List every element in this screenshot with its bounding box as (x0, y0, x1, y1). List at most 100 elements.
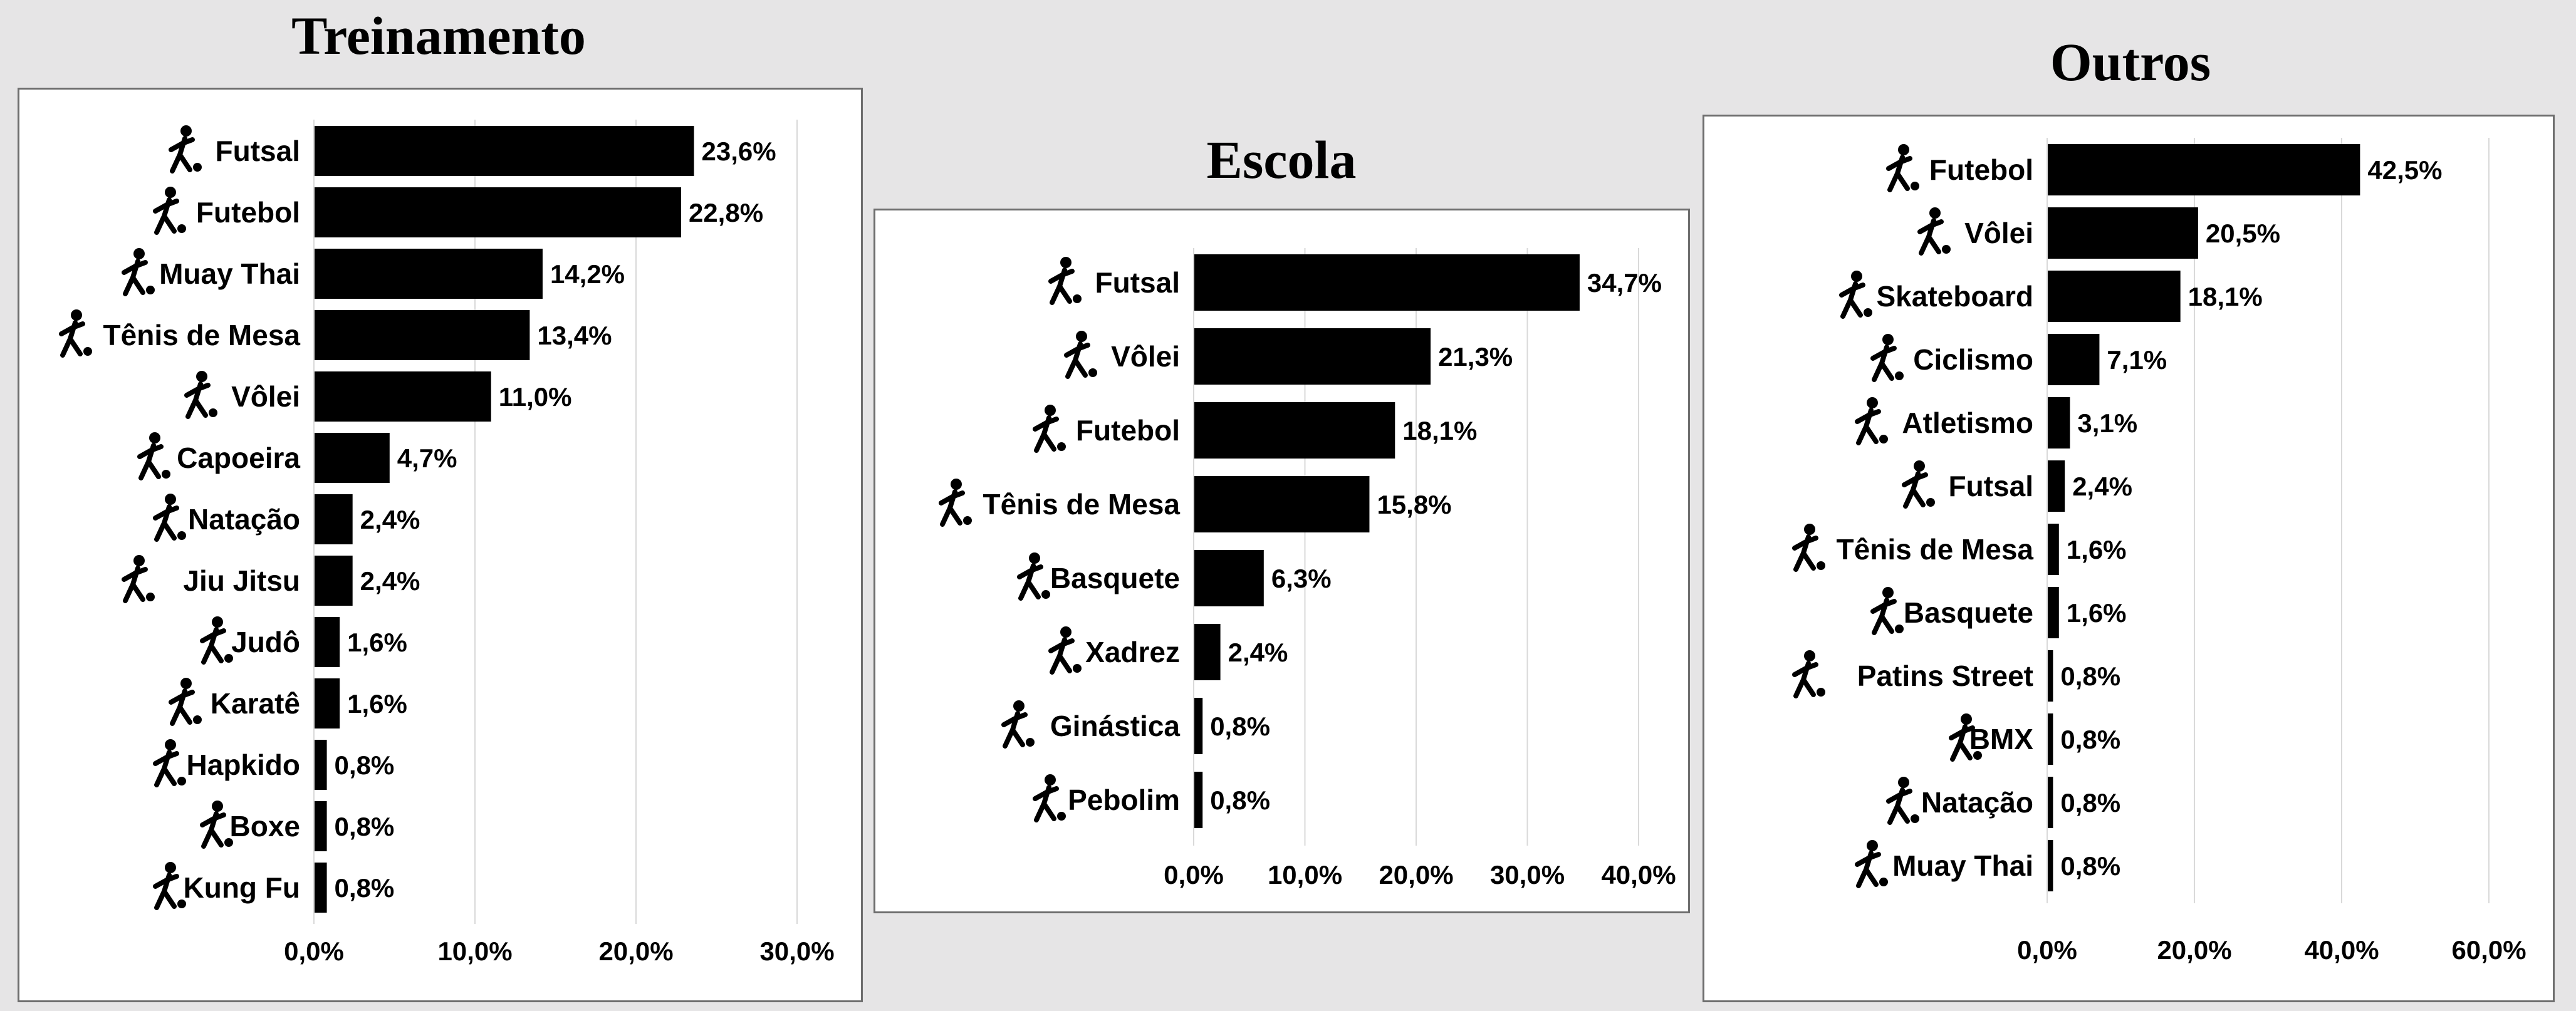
category-label: Vôlei (231, 380, 300, 413)
table-tennis-icon (939, 479, 972, 527)
bar-value-label: 1,6% (2067, 598, 2127, 628)
x-tick-label: 60,0% (2451, 935, 2526, 965)
bar-value-label: 2,4% (2072, 472, 2132, 501)
category-label: Ginástica (1050, 710, 1181, 742)
category-label: BMX (1969, 723, 2034, 755)
bar-value-label: 23,6% (702, 137, 776, 166)
x-tick-label: 0,0% (2017, 935, 2077, 965)
x-tick-label: 10,0% (1268, 860, 1342, 889)
bar-value-label: 7,1% (2107, 345, 2167, 375)
chart-title-treinamento: Treinamento (291, 6, 586, 66)
x-tick-label: 10,0% (437, 936, 512, 966)
table-tennis-icon (1792, 524, 1825, 572)
bar (1194, 624, 1221, 680)
category-label: Boxe (230, 810, 300, 842)
bar (314, 433, 390, 483)
bar-value-label: 22,8% (689, 198, 763, 227)
category-label: Capoeira (177, 442, 300, 474)
futsal-player-icon (169, 125, 202, 174)
bar (314, 556, 353, 606)
bar-value-label: 15,8% (1377, 490, 1451, 519)
inline-skater-icon (1792, 650, 1825, 698)
foosball-icon (1033, 774, 1066, 822)
bar (2047, 713, 2053, 765)
bar (314, 371, 491, 422)
bar (2047, 397, 2070, 448)
bar (314, 187, 681, 237)
category-label: Xadrez (1085, 636, 1180, 668)
bar-value-label: 0,8% (2060, 725, 2120, 754)
bar-value-label: 0,8% (1210, 785, 1270, 815)
bar (2047, 460, 2065, 512)
bar-value-label: 18,1% (1402, 416, 1477, 445)
bar (2047, 334, 2100, 385)
category-label: Tênis de Mesa (983, 488, 1181, 521)
kung-fu-icon (153, 862, 186, 910)
bmx-rider-icon (1949, 713, 1982, 762)
bar-value-label: 1,6% (347, 689, 407, 718)
muay-thai-kick-icon (1855, 840, 1888, 888)
table-tennis-icon (59, 309, 92, 358)
bar (2047, 587, 2059, 638)
bar (2047, 207, 2198, 259)
bar (314, 617, 340, 667)
category-label: Vôlei (1964, 217, 2033, 249)
chart-panel-treinamento: 23,6% Futsal 22,8% Futebol 14,2% Muay Thai 13,… (18, 88, 863, 1002)
cyclist-icon (1870, 334, 1904, 382)
chart-panel-outros: 42,5% Futebol 20,5% Vôlei 18,1% Skateboard 7,1… (1703, 115, 2555, 1002)
category-label: Tênis de Mesa (103, 319, 301, 351)
category-label: Futsal (216, 135, 300, 167)
x-tick-label: 40,0% (2304, 935, 2379, 965)
bar (314, 494, 353, 544)
futsal-player-icon (1902, 460, 1935, 509)
bar-value-label: 2,4% (1228, 638, 1288, 667)
x-tick-label: 0,0% (1164, 860, 1224, 889)
x-tick-label: 0,0% (284, 936, 344, 966)
chart-title-escola: Escola (1206, 130, 1357, 190)
bar-value-label: 42,5% (2367, 155, 2442, 185)
chart-svg: 42,5% Futebol 20,5% Vôlei 18,1% Skateboard 7,1… (1792, 138, 2526, 965)
volleyball-player-icon (1064, 331, 1097, 379)
category-label: Futebol (1929, 153, 2033, 186)
category-label: Judô (231, 626, 300, 658)
x-tick-label: 30,0% (759, 936, 834, 966)
bar (1194, 254, 1580, 311)
chart-panel-escola: 34,7% Futsal 21,3% Vôlei 18,1% Futebol 15,8% Tê… (873, 209, 1690, 913)
bar-value-label: 0,8% (1210, 712, 1270, 741)
category-label: Muay Thai (1892, 849, 2033, 882)
bar (2047, 144, 2360, 195)
bar (2047, 840, 2053, 891)
bar (1194, 772, 1203, 828)
x-tick-label: 20,0% (598, 936, 673, 966)
bar-value-label: 0,8% (335, 812, 395, 841)
category-label: Basquete (1050, 562, 1180, 594)
bar (2047, 524, 2059, 575)
judo-gi-icon (200, 616, 233, 665)
hapkido-kick-icon (153, 739, 186, 787)
muay-thai-kick-icon (122, 248, 155, 296)
bar (1194, 476, 1370, 532)
category-label: Kung Fu (184, 871, 301, 904)
bar (2047, 271, 2181, 322)
bar-value-label: 13,4% (537, 321, 612, 350)
category-label: Basquete (1904, 596, 2033, 629)
bar-value-label: 0,8% (2060, 788, 2120, 817)
karate-icon (169, 678, 202, 726)
bar (314, 801, 327, 851)
category-label: Tênis de Mesa (1837, 533, 2034, 566)
bar-value-label: 0,8% (335, 750, 395, 780)
category-label: Natação (188, 503, 300, 536)
category-label: Jiu Jitsu (183, 564, 300, 597)
bar (314, 249, 543, 299)
x-tick-label: 40,0% (1601, 860, 1676, 889)
bar (2047, 777, 2053, 828)
category-label: Karatê (211, 687, 300, 720)
soccer-kick-icon (1033, 405, 1066, 453)
bar (1194, 328, 1431, 385)
bar-value-label: 2,4% (360, 566, 420, 596)
bar-value-label: 0,8% (335, 873, 395, 903)
bar-value-label: 14,2% (550, 259, 625, 289)
capoeira-icon (137, 432, 170, 480)
bar-value-label: 34,7% (1587, 268, 1662, 298)
bar-value-label: 1,6% (347, 628, 407, 657)
